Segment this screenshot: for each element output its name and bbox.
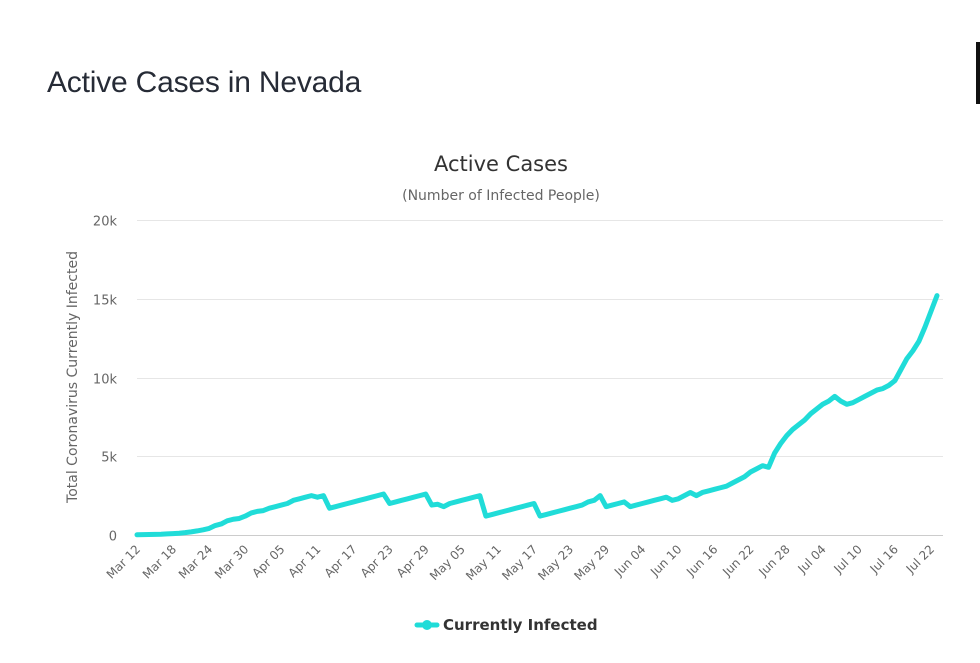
x-tick-label: Jul 22 — [903, 542, 937, 576]
x-tick-label: Apr 05 — [249, 542, 287, 580]
series-layer — [134, 293, 940, 538]
x-tick-label: May 17 — [499, 542, 540, 583]
x-tick-label: May 11 — [463, 542, 504, 583]
x-tick-label: Jun 04 — [611, 542, 648, 579]
y-tick-label: 15k — [93, 294, 118, 309]
x-tick-label: Apr 11 — [285, 542, 323, 580]
x-tick-label: Mar 30 — [212, 542, 251, 581]
y-axis-label: Total Coronavirus Currently Infected — [65, 251, 81, 504]
legend-symbol-marker — [422, 620, 432, 630]
x-tick-label: May 29 — [571, 542, 612, 583]
x-tick-label: Jul 16 — [867, 542, 901, 576]
y-tick-label: 20k — [93, 215, 118, 230]
x-tick-label: Jun 22 — [719, 542, 756, 579]
x-tick-label: Mar 18 — [140, 542, 179, 581]
x-tick-label: Jun 10 — [647, 542, 684, 579]
window-edge-bar — [976, 42, 980, 104]
x-tick-label: May 23 — [535, 542, 576, 583]
x-tick-label: Jun 16 — [683, 542, 720, 579]
legend-item-currently-infected[interactable]: Currently Infected — [443, 616, 598, 634]
y-tick-label: 5k — [101, 451, 117, 466]
x-tick-label: Jul 10 — [831, 542, 865, 576]
x-tick-label: Jul 04 — [794, 542, 828, 576]
legend[interactable]: Currently Infected — [414, 616, 598, 634]
x-tick-label: Apr 29 — [394, 542, 432, 580]
chart-subtitle: (Number of Infected People) — [402, 188, 600, 204]
page-title: Active Cases in Nevada — [47, 66, 362, 99]
x-tick-label: May 05 — [427, 542, 468, 583]
x-tick-label: Jun 28 — [755, 542, 792, 579]
x-tick-label: Apr 23 — [358, 542, 396, 580]
x-tick-label: Apr 17 — [322, 542, 360, 580]
y-tick-label: 10k — [93, 373, 118, 388]
series-line-currently-infected[interactable] — [134, 293, 940, 538]
y-tick-label: 0 — [109, 530, 117, 545]
y-axis-ticks: 0 5k 10k 15k 20k — [93, 215, 118, 545]
x-tick-label: Mar 12 — [104, 542, 143, 581]
grid-lines — [137, 220, 943, 536]
x-tick-label: Mar 24 — [176, 542, 215, 581]
chart-title: Active Cases — [434, 152, 568, 176]
